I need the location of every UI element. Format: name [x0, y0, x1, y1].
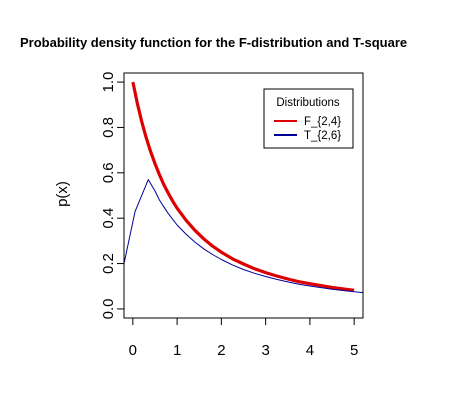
legend-title: Distributions	[276, 97, 340, 109]
y-tick-label-4: 0.8	[100, 117, 117, 138]
chart-title: Probability density function for the F-d…	[20, 35, 407, 50]
y-axis-label: p(x)	[54, 181, 71, 207]
series-line-0	[131, 81, 355, 292]
y-tick-label-2: 0.4	[100, 208, 117, 229]
series-layer	[124, 81, 363, 294]
legend-label-t26: T_{2,6}	[304, 130, 341, 142]
x-tick-label-4: 4	[306, 342, 314, 359]
series-line-1	[124, 179, 363, 294]
y-tick-label-0: 0.0	[100, 298, 117, 319]
x-axis: 0 1 2 3 4 5	[129, 318, 358, 359]
y-tick-label-1: 0.2	[100, 253, 117, 274]
y-axis: 0.0 0.2 0.4 0.6 0.8 1.0	[100, 72, 124, 319]
x-tick-label-0: 0	[129, 342, 137, 359]
x-tick-label-1: 1	[173, 342, 181, 359]
legend-label-f24: F_{2,4}	[304, 116, 341, 128]
x-tick-label-5: 5	[350, 342, 358, 359]
y-tick-label-3: 0.6	[100, 162, 117, 183]
x-tick-label-3: 3	[261, 342, 269, 359]
legend: Distributions F_{2,4} T_{2,6}	[263, 88, 354, 149]
legend-box	[263, 88, 354, 149]
x-tick-label-2: 2	[217, 342, 225, 359]
plot-box	[123, 72, 364, 319]
y-tick-label-5: 1.0	[100, 72, 117, 93]
